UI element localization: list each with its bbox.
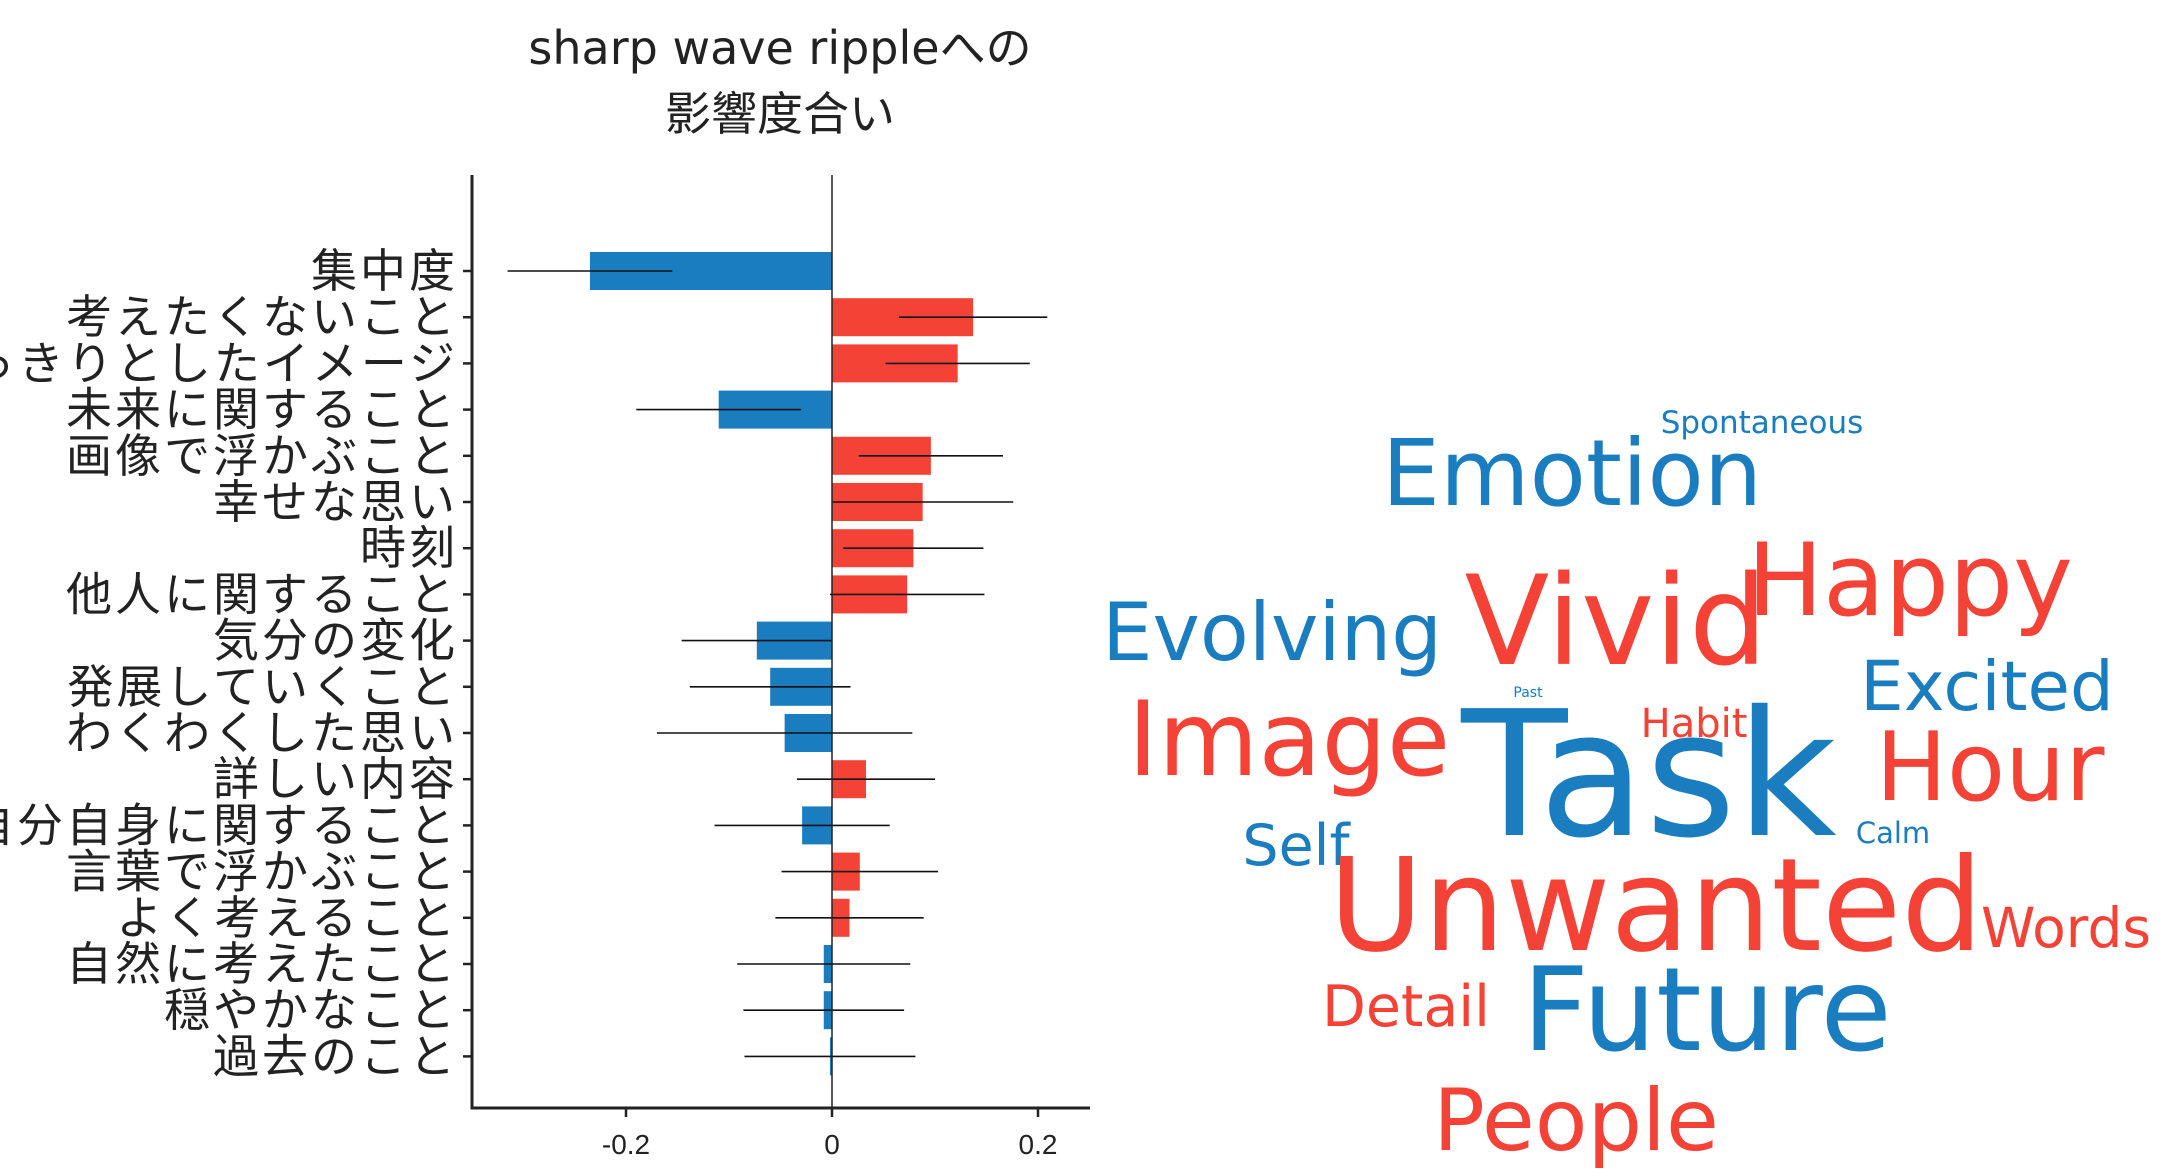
word-people: People	[1433, 1071, 1719, 1171]
x-tick-label-2: 0.2	[1019, 1129, 1058, 1160]
chart-title-line-1: sharp wave rippleへの	[528, 21, 1031, 75]
word-detail: Detail	[1322, 974, 1490, 1040]
category-label-5: 幸せな思い	[213, 475, 458, 529]
category-label-13: 言葉で浮かぶこと	[66, 845, 458, 899]
category-label-4: 画像で浮かぶこと	[66, 429, 458, 483]
category-label-8: 気分の変化	[213, 614, 458, 668]
word-past: Past	[1513, 685, 1543, 701]
word-words: Words	[1981, 896, 2151, 960]
bar-chart: sharp wave rippleへの 影響度合い 集中度考えたくないことはっき…	[0, 21, 1090, 1160]
chart-title-line-2: 影響度合い	[665, 87, 895, 141]
word-hour: Hour	[1876, 713, 2106, 823]
word-excited: Excited	[1860, 647, 2114, 727]
category-label-7: 他人に関すること	[66, 567, 458, 621]
word-calm: Calm	[1856, 816, 1930, 850]
word-spontaneous: Spontaneous	[1661, 405, 1864, 441]
word-future: Future	[1522, 943, 1891, 1078]
category-label-6: 時刻	[360, 521, 458, 575]
category-label-16: 穏やかなこと	[164, 983, 458, 1037]
category-label-11: 詳しい内容	[213, 752, 458, 806]
category-label-17: 過去のこと	[213, 1029, 458, 1083]
word-unwanted: Unwanted	[1329, 831, 1983, 981]
category-label-9: 発展していくこと	[67, 660, 458, 714]
category-label-3: 未来に関すること	[66, 383, 458, 437]
word-habit: Habit	[1641, 701, 1748, 747]
category-label-1: 考えたくないこと	[66, 290, 458, 344]
category-label-15: 自然に考えたこと	[66, 937, 458, 991]
category-label-12: 自分自身に関すること	[0, 798, 458, 852]
word-vivid: Vivid	[1464, 550, 1767, 694]
word-emotion: Emotion	[1382, 420, 1762, 527]
word-self: Self	[1242, 813, 1351, 879]
word-image: Image	[1128, 680, 1451, 800]
word-happy: Happy	[1747, 521, 2073, 639]
category-label-14: よく考えること	[116, 891, 458, 945]
x-tick-label-1: 0	[824, 1129, 840, 1160]
category-label-10: わくわくした思い	[66, 706, 458, 760]
category-label-0: 集中度	[311, 244, 458, 298]
word-evolving: Evolving	[1102, 586, 1442, 679]
x-tick-label-0: -0.2	[602, 1129, 650, 1160]
category-label-2: はっきりとしたイメージ	[0, 336, 458, 390]
word-task: Task	[1460, 674, 1837, 877]
